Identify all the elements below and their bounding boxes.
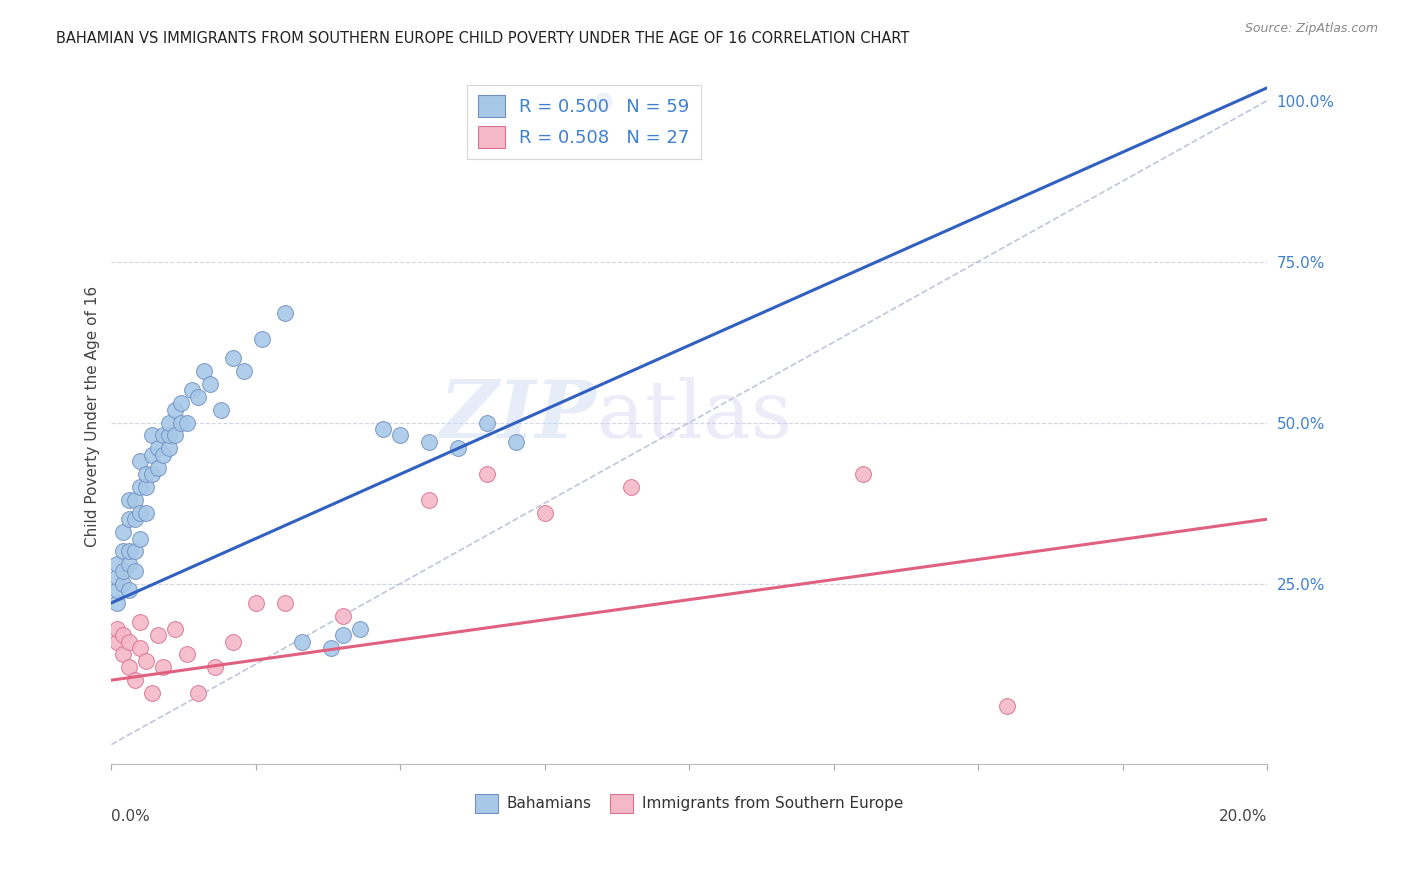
Point [124, 564, 146, 578]
Point [105, 622, 128, 636]
Point [105, 582, 128, 597]
Point [475, 467, 498, 482]
Text: BAHAMIAN VS IMMIGRANTS FROM SOUTHERN EUROPE CHILD POVERTY UNDER THE AGE OF 16 CO: BAHAMIAN VS IMMIGRANTS FROM SOUTHERN EUR… [56, 31, 910, 46]
Point [135, 654, 157, 668]
Point [245, 596, 267, 610]
Point [620, 480, 643, 494]
Point [157, 428, 180, 442]
Point [118, 512, 141, 526]
Point [851, 467, 873, 482]
Point [105, 634, 128, 648]
Point [129, 454, 152, 468]
Point [135, 480, 157, 494]
Point [141, 686, 163, 700]
Point [129, 640, 152, 655]
Point [111, 628, 134, 642]
Point [152, 660, 174, 674]
Point [222, 634, 245, 648]
Legend: Bahamians, Immigrants from Southern Europe: Bahamians, Immigrants from Southern Euro… [468, 788, 910, 819]
Point [193, 364, 215, 378]
Point [291, 634, 314, 648]
Point [146, 628, 169, 642]
Point [222, 351, 245, 366]
Point [124, 492, 146, 507]
Point [995, 698, 1018, 713]
Point [533, 506, 555, 520]
Point [176, 648, 198, 662]
Point [105, 570, 128, 584]
Point [209, 402, 232, 417]
Point [250, 332, 273, 346]
Point [592, 94, 614, 108]
Point [349, 622, 371, 636]
Point [141, 448, 163, 462]
Point [135, 467, 157, 482]
Point [129, 480, 152, 494]
Point [111, 576, 134, 591]
Point [141, 467, 163, 482]
Point [505, 434, 527, 449]
Point [111, 524, 134, 539]
Point [124, 544, 146, 558]
Point [187, 686, 209, 700]
Point [129, 615, 152, 630]
Point [111, 648, 134, 662]
Point [124, 673, 146, 687]
Point [170, 396, 193, 410]
Point [176, 416, 198, 430]
Point [105, 558, 128, 572]
Point [475, 416, 498, 430]
Point [124, 512, 146, 526]
Point [157, 442, 180, 456]
Point [152, 428, 174, 442]
Point [163, 622, 186, 636]
Text: ZIP: ZIP [440, 377, 596, 455]
Point [129, 506, 152, 520]
Point [233, 364, 256, 378]
Point [187, 390, 209, 404]
Point [146, 442, 169, 456]
Point [118, 558, 141, 572]
Text: 20.0%: 20.0% [1219, 809, 1267, 824]
Text: Source: ZipAtlas.com: Source: ZipAtlas.com [1244, 22, 1378, 36]
Point [111, 544, 134, 558]
Point [332, 628, 354, 642]
Point [118, 582, 141, 597]
Point [371, 422, 394, 436]
Text: 0.0%: 0.0% [111, 809, 150, 824]
Point [163, 428, 186, 442]
Point [163, 402, 186, 417]
Point [204, 660, 226, 674]
Point [141, 428, 163, 442]
Point [418, 434, 440, 449]
Point [157, 416, 180, 430]
Y-axis label: Child Poverty Under the Age of 16: Child Poverty Under the Age of 16 [86, 285, 100, 547]
Point [105, 596, 128, 610]
Point [118, 660, 141, 674]
Point [111, 564, 134, 578]
Point [135, 506, 157, 520]
Point [418, 492, 440, 507]
Point [170, 416, 193, 430]
Point [274, 596, 297, 610]
Point [447, 442, 470, 456]
Point [389, 428, 412, 442]
Point [146, 460, 169, 475]
Point [118, 544, 141, 558]
Point [319, 640, 342, 655]
Point [332, 608, 354, 623]
Point [181, 384, 204, 398]
Point [118, 634, 141, 648]
Point [152, 448, 174, 462]
Point [198, 376, 221, 391]
Text: atlas: atlas [596, 377, 792, 455]
Point [118, 492, 141, 507]
Point [274, 306, 297, 320]
Point [129, 532, 152, 546]
